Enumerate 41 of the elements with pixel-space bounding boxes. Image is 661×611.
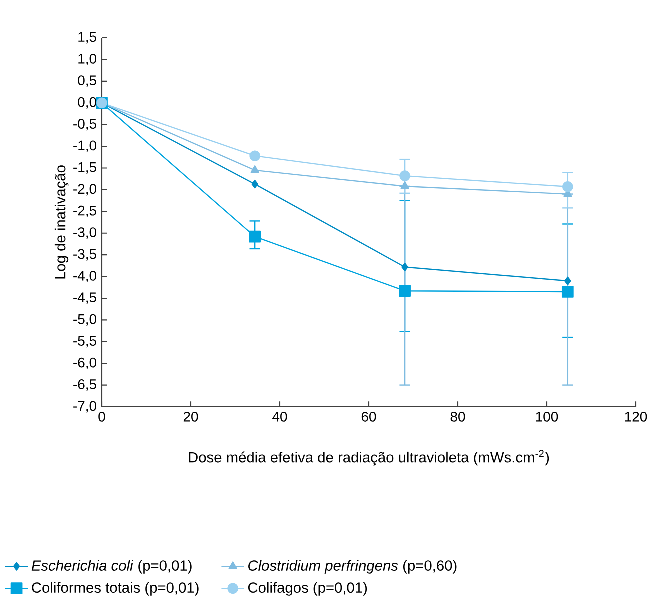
- x-tick-label: 40: [272, 412, 288, 422]
- y-tick-label: -3,0: [74, 228, 97, 240]
- x-axis-title: Dose média efetiva de radiação ultravioleta (mWs.cm$^{-2}$): [189, 450, 550, 466]
- y-tick-label: 0,5: [78, 76, 96, 88]
- y-tick-label: -4,5: [74, 292, 96, 304]
- point: [252, 180, 258, 189]
- y-tick-label: -1,5: [74, 162, 96, 174]
- legend-label: Coliformes totais (p=0,01): [32, 582, 199, 596]
- y-tick-label: -5,0: [74, 314, 97, 326]
- point: [402, 262, 408, 272]
- y-tick-label: -4,0: [74, 270, 97, 283]
- y-tick-label: -6,5: [74, 380, 96, 392]
- legend-label: Clostridium perfringens (p=0,60): [248, 560, 457, 574]
- point: [250, 150, 260, 162]
- legend-label: Colifagos (p=0,01): [248, 582, 368, 596]
- point: [249, 230, 262, 243]
- legend-label: Escherichia coli (p=0,01): [32, 560, 192, 574]
- x-tick-label: 120: [625, 412, 648, 422]
- y-tick-label: -2,5: [74, 206, 96, 218]
- y-tick-label: 1,0: [78, 54, 97, 66]
- x-tick-label: 0: [98, 412, 106, 422]
- y-tick-label: -2,0: [74, 184, 97, 196]
- y-tick-label: -0,5: [74, 119, 96, 131]
- y-tick-label: 1,5: [78, 32, 96, 44]
- y-tick-label: -1,0: [74, 140, 97, 152]
- x-tick-label: 20: [184, 412, 198, 422]
- point: [250, 166, 260, 174]
- point: [564, 276, 572, 286]
- point: [562, 286, 574, 298]
- x-tick-label: 100: [536, 412, 558, 422]
- y-tick-label: -7,0: [74, 401, 97, 413]
- y-axis-title: Log de inativação: [54, 166, 69, 279]
- point: [399, 285, 411, 298]
- y-tick-label: -6,0: [74, 358, 97, 370]
- y-tick-label: -3,5: [74, 249, 96, 261]
- x-tick-label: 80: [450, 412, 466, 422]
- x-tick-label: 60: [362, 412, 376, 422]
- point: [400, 182, 410, 190]
- point: [400, 170, 410, 182]
- y-tick-label: -5,5: [74, 336, 96, 348]
- point: [562, 182, 574, 192]
